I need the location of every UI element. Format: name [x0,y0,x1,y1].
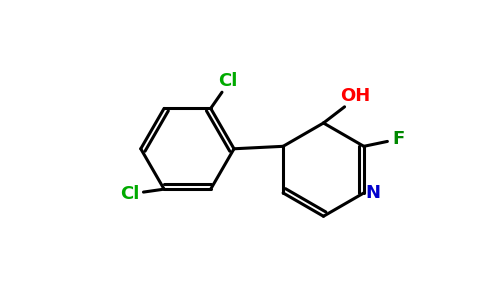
Text: OH: OH [340,87,370,105]
Text: F: F [392,130,404,148]
Text: Cl: Cl [120,185,139,203]
Text: N: N [365,184,380,202]
Text: Cl: Cl [218,72,238,90]
